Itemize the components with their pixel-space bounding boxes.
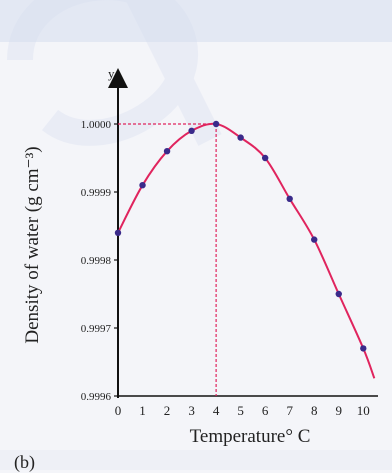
data-point (286, 195, 293, 202)
x-tick-label: 5 (237, 403, 244, 418)
x-tick-label: 4 (213, 403, 220, 418)
y-axis-label: Density of water (g cm⁻³) (22, 146, 43, 343)
x-axis-label: Temperature° C (190, 426, 311, 447)
density-curve (117, 122, 376, 379)
data-point (139, 182, 146, 189)
x-tick-label: 9 (336, 403, 343, 418)
figure-caption: (b) (14, 452, 35, 472)
x-tick-label: 10 (357, 403, 370, 418)
x-tick-label: 2 (164, 403, 171, 418)
y-tick-label: 0.9996 (81, 391, 112, 403)
bottom-band (0, 450, 392, 470)
y-tick-label: 1.0000 (81, 119, 112, 131)
data-point (188, 127, 195, 134)
data-points (114, 120, 367, 352)
x-tick-label: 8 (311, 403, 318, 418)
data-point (335, 290, 342, 298)
data-point (212, 120, 220, 128)
x-tick-label: 7 (286, 403, 293, 418)
y-tick-label: 0.9998 (81, 255, 112, 267)
data-point (311, 236, 318, 243)
y-ticks: 0.9996 0.9997 0.9998 0.9999 1.0000 (81, 119, 118, 403)
top-band (0, 0, 392, 42)
data-point (360, 345, 367, 352)
y-axis-letter: y (108, 66, 115, 81)
x-tick-label: 6 (262, 403, 269, 418)
x-tick-label: 1 (139, 403, 146, 418)
data-point (163, 148, 171, 155)
max-guide-lines (118, 123, 217, 396)
y-tick-label: 0.9999 (81, 187, 112, 199)
data-point (237, 134, 244, 141)
watermark-logo (7, 0, 222, 146)
data-point (114, 229, 122, 236)
data-point (261, 154, 269, 162)
x-tick-label: 3 (188, 403, 195, 418)
x-tick-label: 0 (115, 403, 122, 418)
x-ticks: 0 1 2 3 4 5 6 7 8 9 10 (115, 403, 370, 418)
y-tick-label: 0.9997 (81, 323, 112, 335)
